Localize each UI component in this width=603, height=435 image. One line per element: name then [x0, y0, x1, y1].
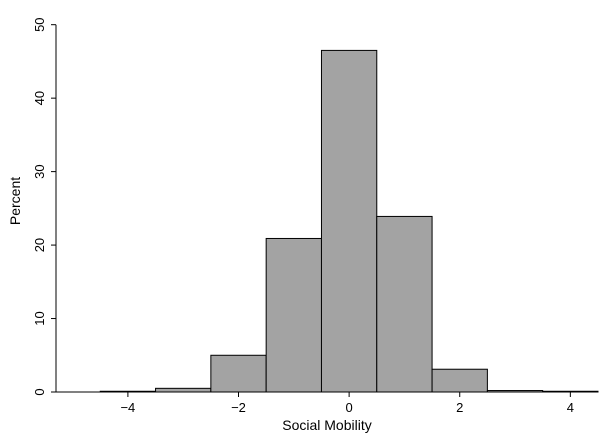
x-ticks-group: −4 −2 0 2 4: [120, 392, 574, 415]
y-tick-label: 30: [32, 164, 47, 178]
y-tick-label: 40: [32, 91, 47, 105]
bars-group: [99, 49, 599, 393]
y-tick-label: 50: [32, 17, 47, 31]
histogram-bar: [431, 368, 488, 393]
histogram-bar: [320, 49, 378, 393]
histogram-bar: [376, 215, 433, 393]
x-tick-label: −4: [120, 400, 135, 415]
y-axis-label: Percent: [7, 177, 23, 225]
histogram-bar: [210, 354, 267, 393]
y-tick-label: 10: [32, 311, 47, 325]
x-axis-label: Social Mobility: [282, 417, 371, 433]
x-tick-label: 2: [456, 400, 463, 415]
histogram-bar: [265, 237, 322, 393]
y-tick-label: 20: [32, 238, 47, 252]
x-tick-label: 4: [567, 400, 574, 415]
histogram-bar: [155, 387, 212, 393]
x-tick-label: 0: [346, 400, 353, 415]
y-ticks-group: 0 10 20 30 40 50: [32, 17, 56, 396]
y-tick-label: 0: [32, 388, 47, 395]
x-tick-label: −2: [231, 400, 246, 415]
